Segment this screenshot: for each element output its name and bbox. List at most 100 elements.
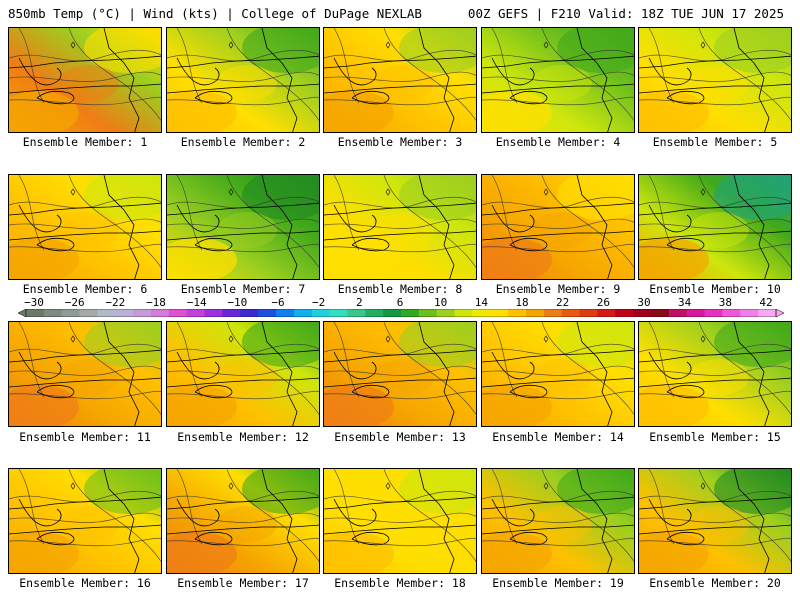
colorbar-tick-label: −14	[186, 296, 207, 309]
ensemble-member-map	[8, 27, 162, 133]
ensemble-member-map	[8, 174, 162, 280]
colorbar-swatch	[276, 309, 295, 317]
colorbar-tick-label: 30	[637, 296, 651, 309]
colorbar-swatch	[418, 309, 438, 317]
colorbar-swatch	[472, 309, 491, 317]
colorbar-tick-label: 38	[718, 296, 732, 309]
colorbar-tick-labels: −30 −26 −22 −18 −14 −10 −6 −2 2 6 10 14 18 22 26 30 34 38…	[0, 296, 800, 309]
chart-title: 850mb Temp (°C) | Wind (kts) | College o…	[8, 6, 422, 21]
colorbar-swatch	[508, 309, 527, 317]
colorbar-tick-label: 42	[759, 296, 773, 309]
member-caption: Ensemble Member: 10	[649, 282, 781, 296]
colorbar-swatch	[43, 309, 63, 317]
ensemble-member-map	[323, 27, 477, 133]
ensemble-member-map	[166, 27, 320, 133]
member-caption: Ensemble Member: 15	[649, 430, 781, 444]
member-caption: Ensemble Member: 1	[22, 135, 148, 149]
ensemble-member-map	[638, 468, 792, 574]
colorbar-tick-label: 22	[556, 296, 570, 309]
colorbar-tick-label: 26	[596, 296, 610, 309]
colorbar-swatch	[61, 309, 81, 317]
ensemble-member-map	[638, 174, 792, 280]
colorbar-swatch	[454, 309, 473, 317]
colorbar-swatch	[26, 309, 45, 317]
colorbar-swatch	[383, 309, 402, 317]
member-caption: Ensemble Member: 13	[334, 430, 466, 444]
ensemble-member-map	[166, 468, 320, 574]
ensemble-member-map	[323, 468, 477, 574]
colorbar-swatch	[79, 309, 98, 317]
colorbar-swatch	[526, 309, 545, 317]
ensemble-member-map	[8, 468, 162, 574]
colorbar-tick-label: 34	[678, 296, 692, 309]
member-caption: Ensemble Member: 17	[177, 576, 309, 590]
colorbar-swatch	[758, 309, 777, 317]
ensemble-member-map	[323, 321, 477, 427]
colorbar-swatch	[115, 309, 134, 317]
member-caption: Ensemble Member: 16	[19, 576, 151, 590]
colorbar-swatch	[597, 309, 616, 317]
colorbar-swatch	[633, 309, 652, 317]
ensemble-member-map	[323, 174, 477, 280]
temperature-colorbar	[18, 309, 784, 317]
colorbar-swatch	[186, 309, 206, 317]
member-caption: Ensemble Member: 6	[22, 282, 148, 296]
colorbar-tick-label: 14	[474, 296, 488, 309]
colorbar-swatch	[151, 309, 170, 317]
ensemble-member-map	[166, 174, 320, 280]
colorbar-swatch	[686, 309, 706, 317]
colorbar-tick-label: 6	[396, 296, 404, 309]
colorbar-swatch	[258, 309, 277, 317]
member-caption: Ensemble Member: 3	[337, 135, 463, 149]
colorbar-swatch	[668, 309, 688, 317]
ensemble-member-map	[481, 27, 635, 133]
colorbar-swatch	[204, 309, 223, 317]
colorbar-tick-label: 2	[356, 296, 363, 309]
colorbar-swatch	[704, 309, 723, 317]
member-caption: Ensemble Member: 12	[177, 430, 309, 444]
ensemble-member-map	[166, 321, 320, 427]
colorbar-swatch	[722, 309, 741, 317]
colorbar-swatch	[97, 309, 116, 317]
colorbar-swatch	[490, 309, 509, 317]
member-caption: Ensemble Member: 19	[492, 576, 624, 590]
run-valid-time: 00Z GEFS | F210 Valid: 18Z TUE JUN 17 20…	[467, 6, 784, 21]
colorbar-swatch	[579, 309, 598, 317]
colorbar-tick-label: 10	[434, 296, 448, 309]
colorbar-swatch	[561, 309, 581, 317]
colorbar-arrow-right	[775, 309, 784, 317]
ensemble-member-map	[638, 321, 792, 427]
colorbar-tick-label: −6	[271, 296, 285, 309]
colorbar-tick-label: −26	[64, 296, 85, 309]
colorbar-swatch	[436, 309, 456, 317]
colorbar-tick-label: −10	[227, 296, 248, 309]
colorbar-swatch	[347, 309, 366, 317]
colorbar-tick-label: −30	[24, 296, 44, 309]
colorbar-tick-label: −18	[146, 296, 166, 309]
ensemble-member-map	[8, 321, 162, 427]
member-caption: Ensemble Member: 11	[19, 430, 151, 444]
colorbar-swatch	[293, 309, 313, 317]
colorbar-tick-label: −2	[312, 296, 326, 309]
colorbar-swatch	[329, 309, 348, 317]
colorbar-swatch	[168, 309, 188, 317]
ensemble-member-map	[481, 321, 635, 427]
member-caption: Ensemble Member: 9	[495, 282, 621, 296]
ensemble-member-map	[638, 27, 792, 133]
colorbar-swatch	[401, 309, 420, 317]
member-caption: Ensemble Member: 4	[495, 135, 621, 149]
member-caption: Ensemble Member: 8	[337, 282, 463, 296]
ensemble-member-map	[481, 174, 635, 280]
member-caption: Ensemble Member: 2	[180, 135, 306, 149]
member-caption: Ensemble Member: 18	[334, 576, 466, 590]
member-caption: Ensemble Member: 5	[652, 135, 778, 149]
colorbar-tick-label: −22	[105, 296, 126, 309]
colorbar-swatch	[240, 309, 259, 317]
member-caption: Ensemble Member: 7	[180, 282, 306, 296]
colorbar-arrow-left	[18, 309, 27, 317]
member-caption: Ensemble Member: 14	[492, 430, 624, 444]
colorbar-swatch	[651, 309, 670, 317]
member-caption: Ensemble Member: 20	[649, 576, 781, 590]
colorbar-swatch	[311, 309, 331, 317]
colorbar-swatch	[543, 309, 563, 317]
